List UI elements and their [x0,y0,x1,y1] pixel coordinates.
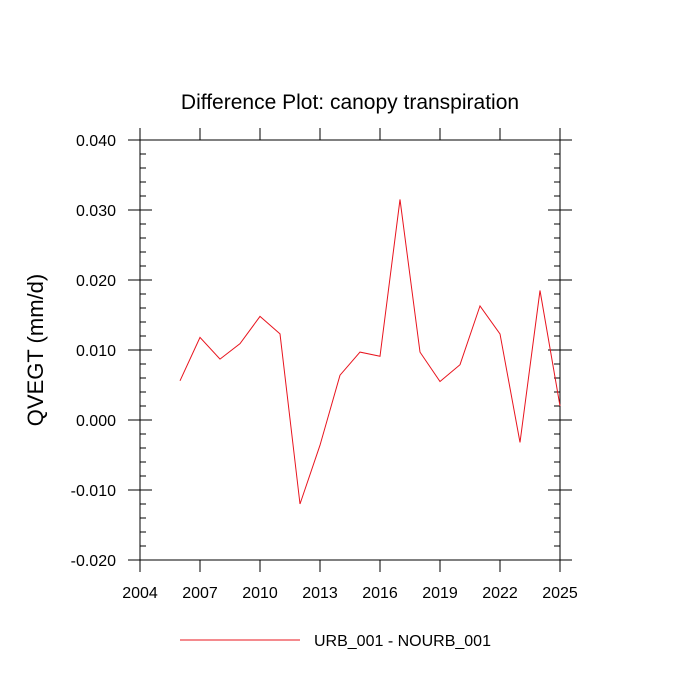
axis-ticks [128,128,572,572]
x-tick-label: 2010 [242,585,278,602]
chart-title: Difference Plot: canopy transpiration [181,91,519,114]
y-tick-label: -0.020 [71,553,116,570]
x-tick-label: 2019 [422,585,458,602]
x-axis-tick-labels: 2004 2007 2010 2013 2016 2019 2022 2025 [122,585,578,602]
legend-label: URB_001 - NOURB_001 [314,633,491,650]
y-tick-label: 0.020 [76,273,116,290]
x-tick-label: 2007 [182,585,218,602]
plot-area [179,199,561,505]
y-tick-label: 0.040 [76,133,116,150]
y-tick-label: 0.030 [76,203,116,220]
legend: URB_001 - NOURB_001 [180,633,491,650]
y-axis-title: QVEGT (mm/d) [23,274,48,426]
y-axis-tick-labels: -0.020 -0.010 0.000 0.010 0.020 0.030 0.040 [71,133,116,570]
series-line [179,199,561,505]
x-tick-label: 2013 [302,585,338,602]
x-tick-label: 2025 [542,585,578,602]
x-tick-label: 2016 [362,585,398,602]
y-tick-label: 0.010 [76,343,116,360]
y-tick-label: 0.000 [76,413,116,430]
x-tick-label: 2022 [482,585,518,602]
x-tick-label: 2004 [122,585,158,602]
plot-frame [139,139,561,561]
y-tick-label: -0.010 [71,483,116,500]
